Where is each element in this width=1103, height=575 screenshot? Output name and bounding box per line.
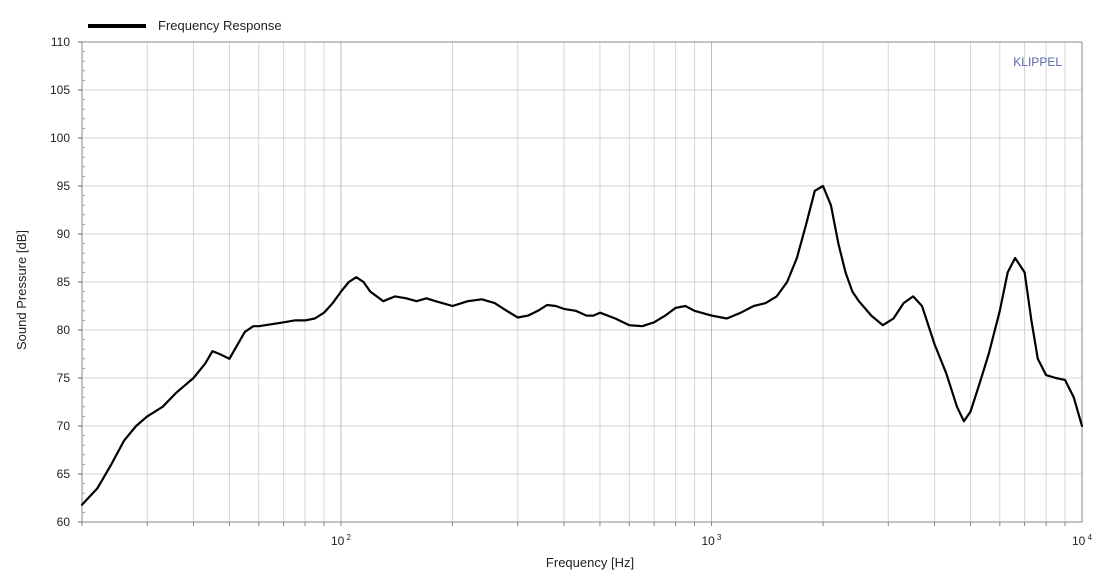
y-tick-label: 75 [57, 371, 71, 385]
legend: Frequency Response [88, 18, 282, 33]
x-tick-label-exponent: 3 [715, 533, 722, 542]
x-tick-label: 10 4 [1072, 533, 1093, 548]
x-tick-label-base: 10 [1072, 534, 1086, 548]
x-tick-label: 10 3 [701, 533, 722, 548]
x-tick-label-exponent: 2 [344, 533, 351, 542]
y-tick-label: 65 [57, 467, 71, 481]
y-tick-label: 100 [50, 131, 70, 145]
x-tick-label-base: 10 [701, 534, 715, 548]
y-tick-label: 105 [50, 83, 70, 97]
x-tick-label: 10 2 [331, 533, 352, 548]
x-tick-label-base: 10 [331, 534, 345, 548]
y-tick-label: 90 [57, 227, 71, 241]
y-tick-label: 60 [57, 515, 71, 529]
watermark: KLIPPEL [1013, 55, 1062, 69]
y-tick-label: 80 [57, 323, 71, 337]
x-axis-title: Frequency [Hz] [546, 555, 634, 570]
y-tick-label: 85 [57, 275, 71, 289]
series-layer [80, 184, 1084, 506]
x-tick-label-exponent: 4 [1085, 533, 1092, 542]
y-axis-title: Sound Pressure [dB] [14, 230, 29, 350]
legend-label: Frequency Response [158, 18, 282, 33]
y-tick-label: 95 [57, 179, 71, 193]
y-tick-label: 70 [57, 419, 71, 433]
y-tick-label: 110 [51, 35, 70, 49]
